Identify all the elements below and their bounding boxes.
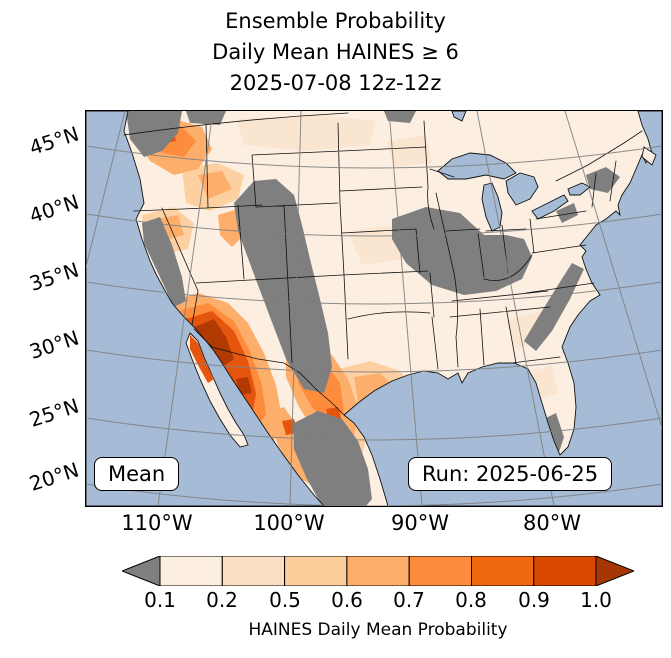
lat-label-45n: 45°N [26, 121, 82, 160]
statistic-badge: Mean [94, 457, 180, 491]
colorbar-bar [120, 555, 636, 587]
lon-label-90w: 90°W [391, 511, 449, 535]
colorbar-tick-0-5: 0.5 [269, 588, 301, 612]
colorbar-segment-6 [471, 555, 535, 587]
title-line-2: Daily Mean HAINES ≥ 6 [212, 40, 459, 64]
colorbar-segment-3 [284, 555, 348, 587]
colorbar-segment-5 [408, 555, 473, 587]
masked-gray-areas [126, 111, 620, 506]
colorbar-tick-1-0: 1.0 [580, 588, 612, 612]
lon-label-80w: 80°W [523, 511, 581, 535]
colorbar-under-arrow [120, 555, 161, 587]
lon-label-100w: 100°W [253, 511, 325, 535]
colorbar-segment-4 [346, 555, 410, 587]
pacific-ocean [86, 111, 325, 506]
lat-label-30n: 30°N [26, 325, 82, 364]
colorbar-tick-0-2: 0.2 [206, 588, 238, 612]
lat-label-25n: 25°N [26, 393, 82, 432]
colorbar-segment-2 [221, 555, 286, 587]
title-line-1: Ensemble Probability [225, 9, 446, 33]
colorbar-label: HAINES Daily Mean Probability [248, 620, 508, 640]
lat-label-40n: 40°N [26, 189, 82, 228]
lon-label-110w: 110°W [121, 511, 193, 535]
map-axes [85, 110, 663, 507]
gulf-and-atlantic-ocean [343, 111, 662, 506]
colorbar-segment-1 [159, 555, 223, 587]
title-line-3: 2025-07-08 12z-12z [229, 71, 442, 95]
colorbar-segment-7 [533, 555, 597, 587]
colorbar-tick-0-6: 0.6 [331, 588, 363, 612]
nova-scotia-land [641, 146, 657, 166]
colorbar [120, 555, 636, 590]
run-date-badge: Run: 2025-06-25 [408, 457, 613, 491]
lat-label-35n: 35°N [26, 257, 82, 296]
graticule-gridlines [86, 111, 662, 506]
colorbar-over-arrow [595, 555, 636, 587]
lat-label-20n: 20°N [26, 457, 82, 496]
colorbar-tick-0-9: 0.9 [518, 588, 550, 612]
probability-max-patches [194, 319, 252, 395]
probability-light-mottling [236, 115, 558, 399]
state-and-national-borders [123, 112, 643, 416]
colorbar-tick-0-8: 0.8 [455, 588, 487, 612]
baja-probability-patch [190, 335, 214, 383]
figure-title: Ensemble Probability Daily Mean HAINES ≥… [0, 6, 671, 99]
colorbar-tick-0-1: 0.1 [144, 588, 176, 612]
conus-map [86, 111, 662, 506]
colorbar-tick-0-7: 0.7 [393, 588, 425, 612]
